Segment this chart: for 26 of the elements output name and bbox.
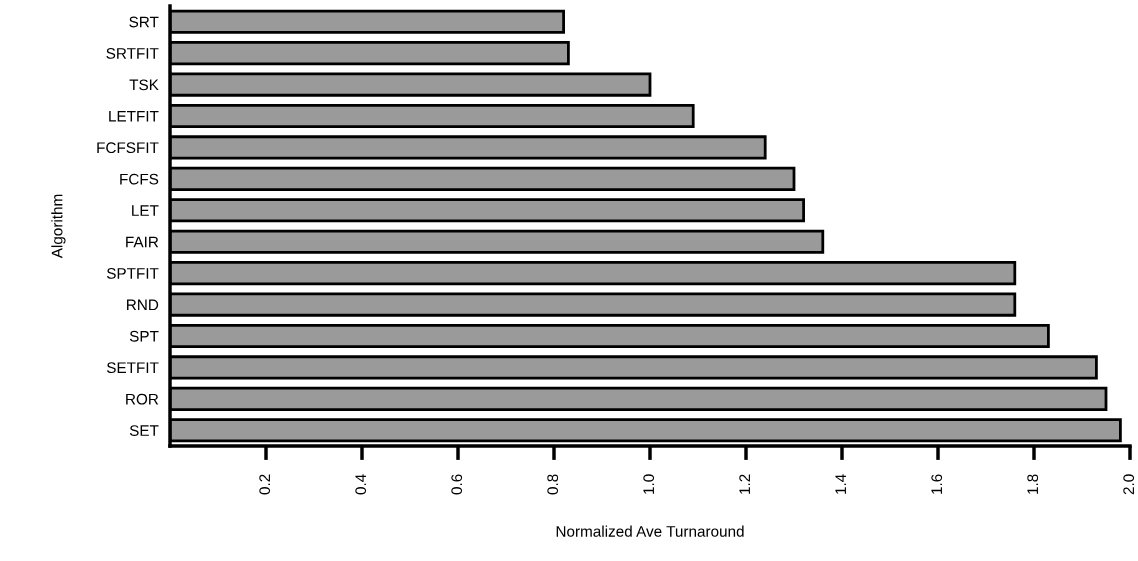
y-tick-label: RND [127,299,159,311]
x-tick-label: 2.0 [1123,474,1135,495]
x-axis-title: Normalized Ave Turnaround [556,525,744,537]
y-tick-label: FCFSFIT [97,142,159,154]
y-tick-label: SRTFIT [106,48,159,59]
y-tick-label: SRT [129,16,159,28]
x-tick-label: 1.6 [931,474,943,494]
x-tick-label: 1.0 [643,474,655,494]
y-tick-label: FCFS [120,173,159,185]
x-tick-label: 1.4 [835,474,846,494]
x-tick-label: 0.4 [355,474,367,495]
x-tick-label: 0.6 [451,474,463,495]
y-tick-label: TSK [129,79,159,91]
y-tick-label: LETFIT [109,111,159,122]
x-tick-label: 0.8 [547,474,559,495]
y-tick-label: SPT [129,330,159,342]
x-tick-label: 1.2 [739,474,750,494]
y-axis-title: Algorithm [51,194,66,259]
y-tick-label: SETFIT [106,362,159,374]
y-tick-label: SPTFIT [106,268,159,279]
y-tick-label: FAIR [126,236,159,248]
y-tick-label: SET [129,425,159,436]
y-tick-label: ROR [126,393,159,405]
y-tick-label: LET [132,205,159,216]
x-tick-label: 0.2 [259,474,271,495]
x-tick-label: 1.8 [1027,474,1039,494]
